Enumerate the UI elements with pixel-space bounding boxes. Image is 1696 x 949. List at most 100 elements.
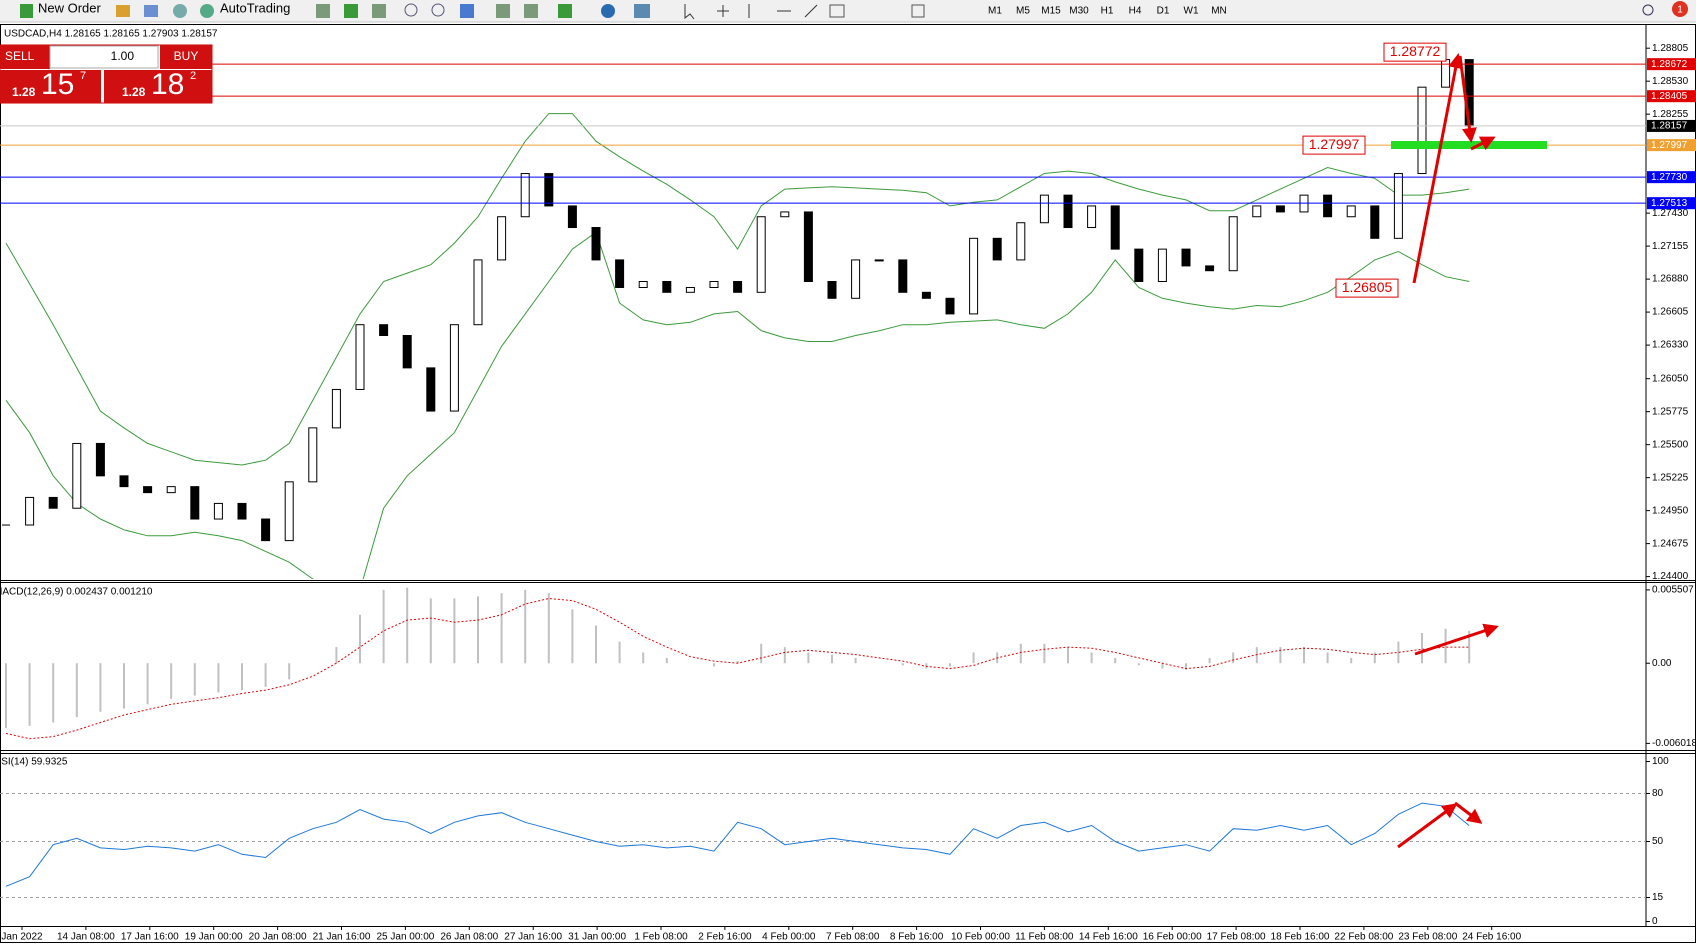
bollinger-upper (5, 113, 1470, 466)
timeframe-button[interactable]: M1 (988, 6, 1002, 17)
x-tick-label: 14 Feb 16:00 (1079, 932, 1138, 943)
x-tick-label: 17 Feb 08:00 (1207, 932, 1266, 943)
y-tick-label: 1.28530 (1652, 76, 1689, 87)
autotrading-icon[interactable] (200, 4, 214, 18)
icon[interactable] (372, 4, 386, 18)
price-level-box (1647, 197, 1696, 210)
new-order[interactable]: New Order (38, 0, 102, 15)
candle (567, 205, 577, 229)
icon[interactable] (829, 4, 845, 18)
x-tick-label: 2 Feb 16:00 (698, 932, 752, 943)
zoom-out[interactable] (431, 3, 445, 17)
new-order-icon[interactable] (20, 4, 33, 18)
icon[interactable] (634, 4, 650, 18)
candle (1110, 205, 1120, 250)
indicator-title: MACD(12,26,9) 0.002437 0.001210 (0, 587, 153, 598)
icon[interactable] (558, 4, 572, 18)
buy-label[interactable]: BUY (174, 49, 199, 63)
buy-big: 1.28 (122, 85, 146, 99)
candle (992, 237, 1002, 261)
candle (213, 502, 223, 520)
macd-signal (5, 597, 1470, 740)
y-tick-label: 0 (1652, 916, 1658, 927)
timeframe-button[interactable]: MN (1211, 6, 1227, 17)
y-tick-label: 1.25225 (1652, 472, 1689, 483)
candle (780, 211, 790, 218)
macd-panel (5, 587, 1471, 740)
candle (497, 216, 507, 261)
icon[interactable] (116, 5, 130, 17)
candle (544, 173, 554, 207)
timeframe-button[interactable]: H1 (1101, 6, 1114, 17)
candle (685, 287, 695, 293)
buy-price[interactable] (104, 70, 212, 103)
arrow (1454, 801, 1483, 824)
icon[interactable] (601, 4, 615, 18)
icon[interactable] (173, 4, 187, 18)
candle (25, 496, 35, 526)
timeframe-button[interactable]: M30 (1069, 6, 1089, 17)
lot-input[interactable] (49, 45, 159, 69)
candle (261, 518, 271, 542)
icon[interactable] (524, 4, 538, 18)
crosshair-tool[interactable] (717, 5, 729, 17)
candle (1016, 222, 1026, 261)
trade-panel: SELL 1.00 BUY 1.28 15 7 1.28 18 2 (0, 44, 213, 104)
price-level-box (1647, 119, 1696, 132)
y-tick-label: 1.27155 (1652, 241, 1689, 252)
candle (945, 297, 955, 315)
candle (1346, 205, 1356, 218)
icon[interactable] (460, 4, 474, 18)
sell-button[interactable] (0, 45, 50, 69)
zoom-in[interactable] (404, 3, 418, 17)
timeframe-button[interactable]: D1 (1157, 6, 1170, 17)
rsi-line (5, 802, 1470, 887)
candle (48, 496, 58, 509)
price-callout (1302, 135, 1366, 155)
candle (426, 367, 436, 412)
icon[interactable] (344, 4, 358, 18)
search[interactable] (1642, 4, 1654, 16)
x-tick-label: 10 Feb 00:00 (951, 932, 1010, 943)
chart-frame (0, 24, 1696, 943)
timeframe-button[interactable]: M5 (1016, 6, 1030, 17)
buy-pips: 18 (151, 68, 184, 101)
timeframe-button[interactable]: W1 (1184, 6, 1199, 17)
sell-label[interactable]: SELL (5, 49, 35, 63)
sell-price[interactable] (0, 70, 101, 103)
price-level-label: 1.27513 (1651, 198, 1688, 209)
candle (827, 281, 837, 299)
x-tick-label: 16 Feb 00:00 (1143, 932, 1202, 943)
arrow (1412, 53, 1464, 284)
icon[interactable] (144, 5, 158, 17)
notification-badge[interactable] (1672, 1, 1688, 17)
buy-button[interactable] (160, 45, 212, 69)
price-level-box (1647, 139, 1696, 152)
x-tick-label: 11 Feb 08:00 (1015, 932, 1074, 943)
candle (1205, 265, 1215, 272)
toolbar-icons (20, 1, 1688, 20)
line-tools[interactable] (748, 4, 818, 18)
x-tick-label: 21 Jan 16:00 (313, 932, 371, 943)
x-tick-label: 8 Feb 16:00 (890, 932, 944, 943)
icon[interactable] (911, 4, 925, 18)
timeframe-button[interactable]: M15 (1041, 6, 1061, 17)
candle (1087, 205, 1097, 229)
icon[interactable] (496, 4, 510, 18)
candle (1181, 248, 1191, 267)
timeframe-button[interactable]: H4 (1129, 6, 1142, 17)
candle (379, 324, 389, 336)
candle (1228, 216, 1238, 272)
y-tick-label: 80 (1652, 788, 1664, 799)
x-tick-label: 20 Jan 08:00 (249, 932, 307, 943)
y-tick-label: 0.005507 (1652, 585, 1694, 596)
candle (1039, 194, 1049, 224)
x-tick-label: 17 Jan 16:00 (121, 932, 179, 943)
cursor-tool[interactable] (684, 4, 695, 20)
lot-value[interactable]: 1.00 (111, 49, 135, 63)
candle (119, 475, 129, 488)
y-tick-label: 1.24950 (1652, 505, 1689, 516)
autotrading[interactable]: AutoTrading (220, 0, 290, 15)
price-callout (1383, 42, 1447, 62)
icon[interactable] (316, 4, 330, 18)
